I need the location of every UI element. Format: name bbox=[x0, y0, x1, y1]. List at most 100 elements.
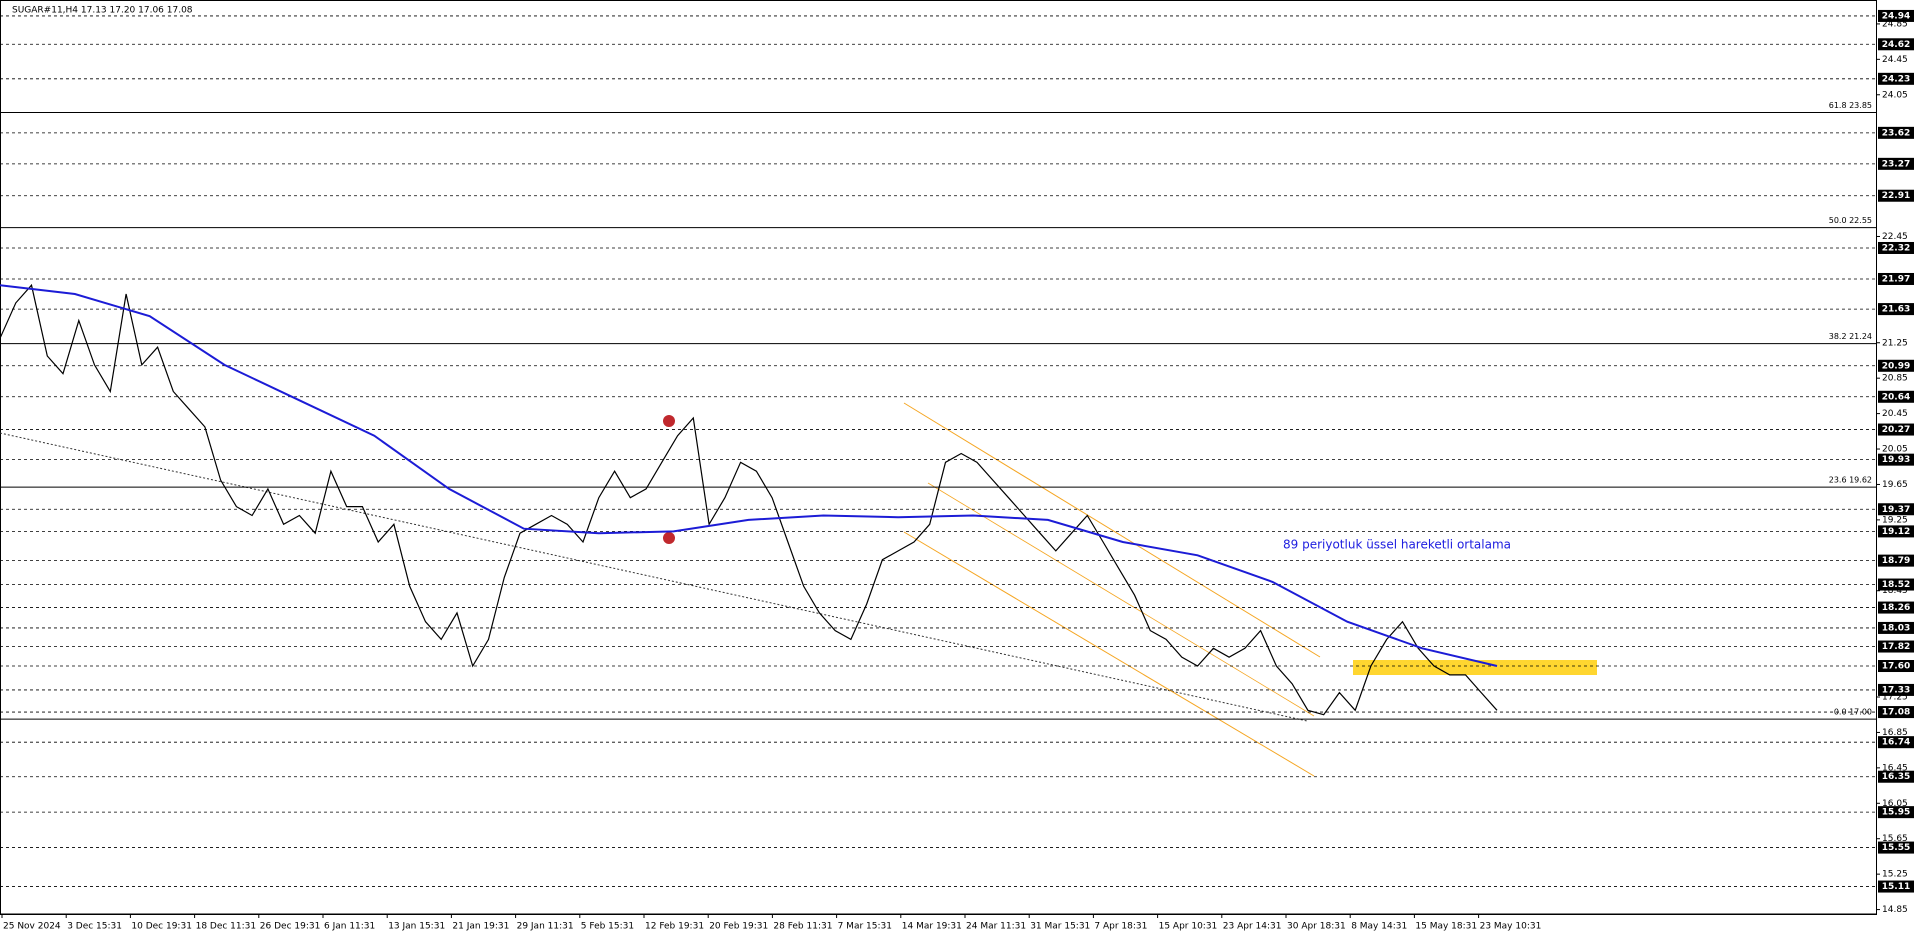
y-tick-label: 24.05 bbox=[1882, 90, 1908, 100]
price-line bbox=[0, 283, 1498, 716]
x-tick-label: 24 Mar 11:31 bbox=[966, 922, 1026, 932]
level-label-bg bbox=[1878, 660, 1914, 673]
level-label: 21.63 bbox=[1882, 305, 1910, 315]
x-tick-label: 21 Jan 19:31 bbox=[452, 922, 509, 932]
x-tick-label: 29 Jan 11:31 bbox=[517, 922, 574, 932]
y-tick-label: 22.45 bbox=[1882, 232, 1908, 242]
level-label-bg bbox=[1878, 640, 1914, 653]
level-label: 20.27 bbox=[1882, 425, 1910, 435]
level-label: 23.27 bbox=[1882, 159, 1910, 169]
marker-dot bbox=[663, 532, 675, 544]
y-tick-label: 20.85 bbox=[1882, 374, 1908, 384]
level-label: 18.03 bbox=[1882, 623, 1910, 633]
level-label-bg bbox=[1878, 736, 1914, 749]
level-label: 17.08 bbox=[1882, 708, 1910, 718]
channel-line bbox=[927, 482, 1315, 717]
level-label-bg bbox=[1878, 390, 1914, 403]
zone-rect bbox=[1353, 660, 1597, 675]
annotation: 89 periyotluk üssel hareketli ortalama bbox=[1283, 538, 1511, 552]
level-label: 18.26 bbox=[1882, 603, 1910, 613]
level-label: 23.62 bbox=[1882, 128, 1910, 138]
x-tick-label: 7 Apr 18:31 bbox=[1094, 922, 1147, 932]
y-tick-label: 15.25 bbox=[1882, 870, 1908, 880]
x-tick-label: 3 Dec 15:31 bbox=[67, 922, 122, 932]
level-label-bg bbox=[1878, 126, 1914, 139]
level-label-bg bbox=[1878, 72, 1914, 85]
x-tick-label: 12 Feb 19:31 bbox=[645, 922, 704, 932]
level-label: 15.11 bbox=[1882, 882, 1910, 892]
level-label: 17.82 bbox=[1882, 642, 1910, 652]
fib-label: 50.0 22.55 bbox=[1829, 216, 1872, 225]
x-tick-label: 14 Mar 19:31 bbox=[902, 922, 962, 932]
x-tick-label: 15 May 18:31 bbox=[1415, 922, 1477, 932]
x-tick-label: 13 Jan 15:31 bbox=[388, 922, 445, 932]
level-label-bg bbox=[1878, 683, 1914, 696]
level-label: 19.37 bbox=[1882, 505, 1910, 515]
y-tick-label: 24.45 bbox=[1882, 55, 1908, 65]
level-label-bg bbox=[1878, 241, 1914, 254]
level-label: 24.23 bbox=[1882, 74, 1910, 84]
level-label: 19.93 bbox=[1882, 455, 1910, 465]
y-tick-label: 17.25 bbox=[1882, 693, 1908, 703]
level-label-bg bbox=[1878, 621, 1914, 634]
level-label-bg bbox=[1878, 601, 1914, 614]
level-label: 24.62 bbox=[1882, 40, 1910, 50]
level-label-bg bbox=[1878, 157, 1914, 170]
level-label: 22.32 bbox=[1882, 243, 1910, 253]
y-tick-label: 20.05 bbox=[1882, 445, 1908, 455]
x-tick-label: 28 Feb 11:31 bbox=[773, 922, 832, 932]
level-label: 17.60 bbox=[1882, 662, 1910, 672]
level-label-bg bbox=[1878, 841, 1914, 854]
level-label-bg bbox=[1878, 578, 1914, 591]
fib-label: 0.0 17.00 bbox=[1834, 708, 1872, 717]
x-tick-label: 10 Dec 19:31 bbox=[131, 922, 192, 932]
x-tick-label: 15 Apr 10:31 bbox=[1159, 922, 1218, 932]
level-label: 16.74 bbox=[1882, 738, 1910, 748]
ema-line bbox=[0, 284, 1498, 667]
y-tick-label: 24.85 bbox=[1882, 19, 1908, 29]
fib-label: 23.6 19.62 bbox=[1829, 476, 1872, 485]
level-label: 18.52 bbox=[1882, 580, 1910, 590]
level-label-bg bbox=[1878, 189, 1914, 202]
level-label: 22.91 bbox=[1882, 191, 1910, 201]
channel-line bbox=[903, 531, 1315, 777]
y-tick-label: 19.25 bbox=[1882, 515, 1908, 525]
x-tick-label: 5 Feb 15:31 bbox=[581, 922, 634, 932]
x-tick-label: 7 Mar 15:31 bbox=[838, 922, 892, 932]
level-label-bg bbox=[1878, 554, 1914, 567]
x-tick-label: 8 May 14:31 bbox=[1351, 922, 1407, 932]
level-label-bg bbox=[1878, 423, 1914, 436]
x-tick-label: 20 Feb 19:31 bbox=[709, 922, 768, 932]
x-tick-label: 25 Nov 2024 bbox=[3, 922, 61, 932]
level-label-bg bbox=[1878, 770, 1914, 783]
level-label-bg bbox=[1878, 503, 1914, 516]
level-label-bg bbox=[1878, 38, 1914, 51]
level-label: 21.97 bbox=[1882, 274, 1910, 284]
level-label-bg bbox=[1878, 272, 1914, 285]
x-tick-label: 31 Mar 15:31 bbox=[1030, 922, 1090, 932]
level-label: 20.99 bbox=[1882, 361, 1910, 371]
level-label: 16.35 bbox=[1882, 772, 1910, 782]
level-label-bg bbox=[1878, 806, 1914, 819]
fib-label: 61.8 23.85 bbox=[1829, 101, 1872, 110]
level-label-bg bbox=[1878, 880, 1914, 893]
y-tick-label: 14.85 bbox=[1882, 905, 1908, 915]
level-label-bg bbox=[1878, 525, 1914, 538]
y-tick-label: 16.45 bbox=[1882, 763, 1908, 773]
y-tick-label: 18.45 bbox=[1882, 586, 1908, 596]
x-tick-label: 23 Apr 14:31 bbox=[1223, 922, 1282, 932]
y-tick-label: 20.45 bbox=[1882, 409, 1908, 419]
level-label: 20.64 bbox=[1882, 392, 1910, 402]
level-label-bg bbox=[1878, 706, 1914, 719]
trend-line bbox=[0, 432, 1308, 722]
chart-title: SUGAR#11,H4 17.13 17.20 17.06 17.08 bbox=[12, 6, 193, 16]
y-tick-label: 19.65 bbox=[1882, 480, 1908, 490]
level-label: 17.33 bbox=[1882, 685, 1910, 695]
level-label-bg bbox=[1878, 453, 1914, 466]
x-tick-label: 30 Apr 18:31 bbox=[1287, 922, 1346, 932]
level-label: 18.79 bbox=[1882, 556, 1910, 566]
level-label-bg bbox=[1878, 359, 1914, 372]
marker-dot bbox=[663, 415, 675, 427]
